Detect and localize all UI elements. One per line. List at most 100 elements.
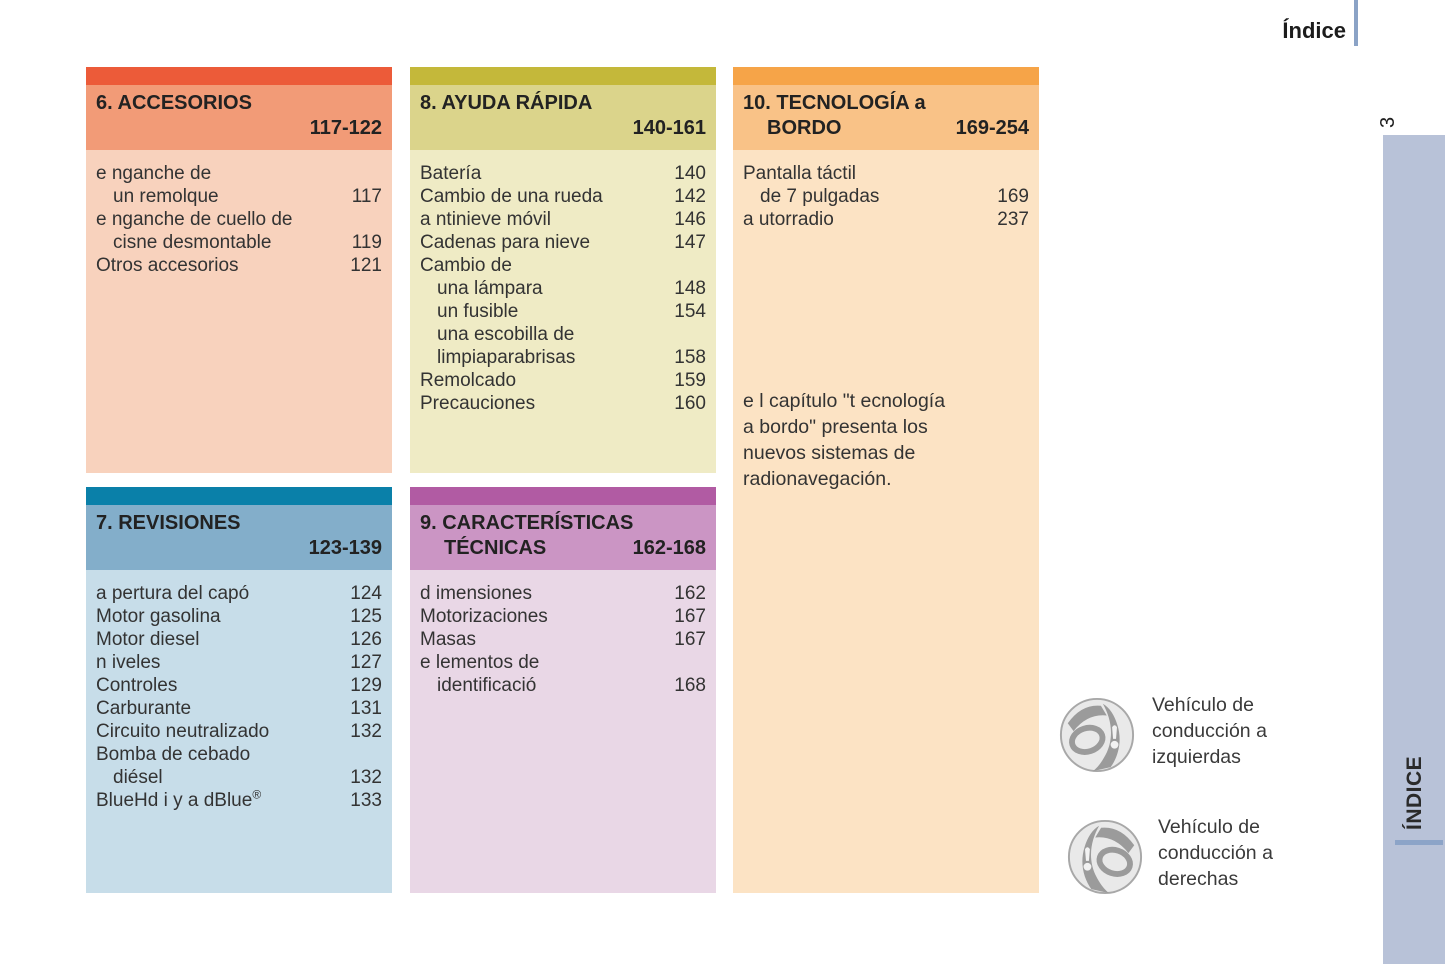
toc-entry-text: un remolque [113, 186, 219, 207]
toc-entry-page: 167 [674, 629, 706, 650]
toc-entry-text: Remolcado [420, 370, 517, 391]
toc-entry-line: cisne desmontable 119 [96, 231, 382, 254]
toc-entry-line: identificació 168 [420, 674, 706, 697]
legend-line: derechas [1158, 868, 1239, 890]
toc-entry-text: Motor diesel [96, 629, 200, 650]
toc-entry-text: cisne desmontable [113, 232, 272, 253]
section-title-2: BORDO [767, 117, 842, 139]
toc-entry-page: 131 [350, 698, 382, 719]
toc-entry-text: a utorradio [743, 209, 834, 230]
section-body: d imensiones 162 Motorizaciones 167 Masas 167… [410, 570, 716, 893]
toc-entry-page: 132 [350, 721, 382, 742]
toc-entry-line: Bomba de cebado [96, 743, 382, 766]
section-title: 7. REVISIONES [96, 512, 241, 534]
toc-entry-line: a utorradio 237 [743, 208, 1029, 231]
toc-entry-line: de 7 pulgadas 169 [743, 185, 1029, 208]
toc-entry-text: un fusible [437, 301, 519, 322]
toc-entry-page: 119 [351, 232, 382, 253]
section-title: 9. CARACTERÍSTICAS [420, 512, 634, 534]
toc-entry-line: Circuito neutralizado 132 [96, 720, 382, 743]
section-page-range: 123-139 [308, 537, 382, 559]
toc-entry-text: Otros accesorios [96, 255, 239, 276]
toc-entry-text: a ntinieve móvil [420, 209, 551, 230]
toc-entry-text: Pantalla táctil [743, 163, 857, 184]
side-tab-label: ÍNDICE [1403, 755, 1426, 830]
section-color-bar [410, 487, 716, 505]
toc-entry-text: de 7 pulgadas [760, 186, 880, 207]
toc-entry-line: a pertura del capó 124 [96, 582, 382, 605]
toc-entry-text: una escobilla de [437, 324, 575, 345]
toc-entry-page: 126 [350, 629, 382, 650]
page-number: 3 [1377, 116, 1399, 128]
section-revisiones: 7. REVISIONES 123-139 a pertura del capó… [86, 487, 392, 893]
toc-entry-page: 162 [674, 583, 706, 604]
left-hand-drive-icon [1058, 696, 1136, 774]
toc-entry-line: Precauciones 160 [420, 392, 706, 415]
toc-entry-line: Cambio de una rueda 142 [420, 185, 706, 208]
toc-entry-text: Carburante [96, 698, 192, 719]
toc-entry-page: 117 [351, 186, 382, 207]
toc-entry-text: e nganche de cuello de [96, 209, 293, 230]
toc-entry-line: Otros accesorios 121 [96, 254, 382, 277]
section-title-2 [96, 116, 120, 141]
section-title-2: TÉCNICAS [444, 537, 547, 559]
toc-entry-text: Batería [420, 163, 482, 184]
toc-entry-line: un fusible 154 [420, 300, 706, 323]
toc-entry-line: Controles 129 [96, 674, 382, 697]
section-tecnologia-a-bordo: 10. TECNOLOGÍA a BORDO 169-254 Pantalla … [733, 67, 1039, 893]
toc-entry-page: 127 [350, 652, 382, 673]
toc-entry-page: 146 [674, 209, 706, 230]
section-title-2 [96, 536, 120, 561]
toc-entry-page: 142 [674, 186, 706, 207]
section-body: Batería 140 Cambio de una rueda 142 a ntinie… [410, 150, 716, 473]
toc-entry-line: Pantalla táctil [743, 162, 1029, 185]
toc-entry-page: 169 [997, 186, 1029, 207]
toc-entry-line: e lementos de [420, 651, 706, 674]
section-note: e l capítulo "t ecnología a bordo" prese… [743, 388, 1025, 492]
legend-line: conducción a [1158, 842, 1273, 864]
section-header: 8. AYUDA RÁPIDA 140-161 [410, 85, 716, 150]
section-title-2 [420, 116, 444, 141]
toc-entry-text: n iveles [96, 652, 161, 673]
toc-entry-page: 237 [997, 209, 1029, 230]
section-body: e nganche de un remolque 117 e nganche de c… [86, 150, 392, 473]
toc-entry-line: BlueHd i y a dBlue® 133 [96, 789, 382, 812]
toc-entry-page: 158 [674, 347, 706, 368]
legend-line: Vehículo de [1158, 816, 1260, 838]
toc-entry-text: e lementos de [420, 652, 540, 673]
toc-entry-line: Masas 167 [420, 628, 706, 651]
toc-entry-text: Cambio de una rueda [420, 186, 603, 207]
toc-entry-text: a pertura del capó [96, 583, 250, 604]
section-page-range: 162-168 [632, 537, 706, 559]
toc-entry-text: diésel [113, 767, 163, 788]
toc-entry-line: diésel 132 [96, 766, 382, 789]
toc-entry-page: 140 [674, 163, 706, 184]
toc-entry-line: Batería 140 [420, 162, 706, 185]
toc-entry-line: un remolque 117 [96, 185, 382, 208]
page-title: Índice [1282, 18, 1346, 43]
section-accesorios: 6. ACCESORIOS 117-122 e nganche de un rem… [86, 67, 392, 473]
toc-entry-text: Precauciones [420, 393, 536, 414]
toc-entry-page: 129 [350, 675, 382, 696]
section-header: 10. TECNOLOGÍA a BORDO 169-254 [733, 85, 1039, 150]
section-title: 6. ACCESORIOS [96, 92, 252, 114]
toc-entry-text: BlueHd i y a dBlue® [96, 787, 262, 811]
right-hand-drive-icon [1066, 818, 1144, 896]
toc-entry-line: Remolcado 159 [420, 369, 706, 392]
section-color-bar [86, 487, 392, 505]
right-hand-drive-label: Vehículo de conducción a derechas [1158, 814, 1273, 892]
section-page-range: 140-161 [632, 117, 706, 139]
note-line: a bordo" presenta los [743, 416, 928, 438]
section-page-range: 169-254 [955, 117, 1029, 139]
toc-entry-line: n iveles 127 [96, 651, 382, 674]
toc-entry-page: 125 [350, 606, 382, 627]
toc-entry-page: 160 [674, 393, 706, 414]
toc-entry-text: Controles [96, 675, 178, 696]
toc-entry-text: limpiaparabrisas [437, 347, 576, 368]
toc-entry-text: Motor gasolina [96, 606, 221, 627]
toc-entry-line: una escobilla de [420, 323, 706, 346]
toc-entry-line: Motor diesel 126 [96, 628, 382, 651]
toc-entry-line: una lámpara 148 [420, 277, 706, 300]
toc-entry-line: Motor gasolina 125 [96, 605, 382, 628]
toc-entry-page: 154 [674, 301, 706, 322]
